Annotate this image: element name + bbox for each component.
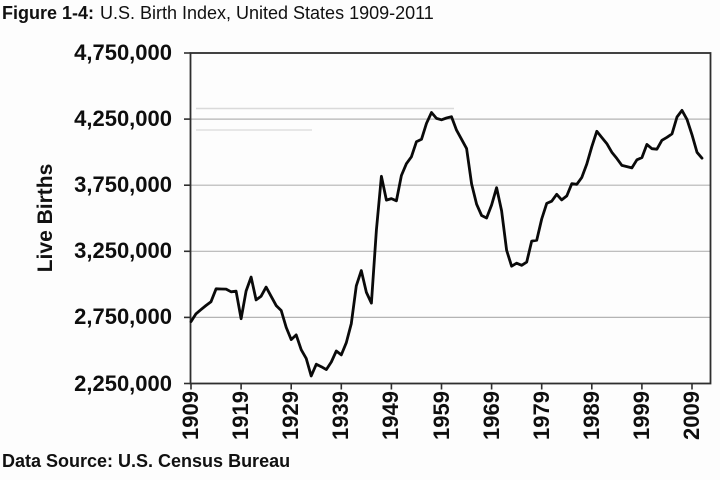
x-tick-label: 1979: [528, 391, 554, 440]
y-tick-label: 3,750,000: [74, 172, 172, 198]
x-tick-label: 2009: [679, 391, 704, 440]
x-tick-label: 1909: [178, 391, 203, 440]
figure-title-text: U.S. Birth Index, United States 1909-201…: [99, 3, 434, 23]
figure-title: Figure 1-4: U.S. Birth Index, United Stat…: [2, 3, 434, 23]
live-births-series: [189, 109, 704, 378]
axis-ticks: [184, 52, 693, 390]
x-tick-label: 1969: [478, 391, 504, 440]
y-tick-label: 3,250,000: [74, 238, 172, 264]
plot-frame: [189, 52, 712, 385]
y-tick-label: 4,250,000: [74, 106, 172, 132]
gridlines: [190, 118, 711, 318]
scan-artifacts: [196, 107, 454, 131]
x-tick-label: 1929: [278, 391, 304, 440]
x-tick-label: 1999: [628, 391, 654, 440]
x-tick-label: 1989: [578, 391, 604, 440]
plot-border: [189, 52, 712, 385]
y-tick-label: 4,750,000: [74, 40, 172, 65]
x-tick-label: 1939: [328, 391, 354, 440]
y-tick-label: 2,750,000: [74, 304, 172, 330]
x-tick-label: 1959: [428, 391, 454, 440]
y-tick-label: 2,250,000: [74, 370, 172, 396]
x-tick-label: 1919: [228, 391, 254, 440]
birth-line: [189, 109, 704, 378]
figure-number: Figure 1-4:: [2, 3, 95, 23]
x-tick-label: 1949: [378, 391, 404, 440]
data-source: Data Source: U.S. Census Bureau: [2, 451, 291, 471]
